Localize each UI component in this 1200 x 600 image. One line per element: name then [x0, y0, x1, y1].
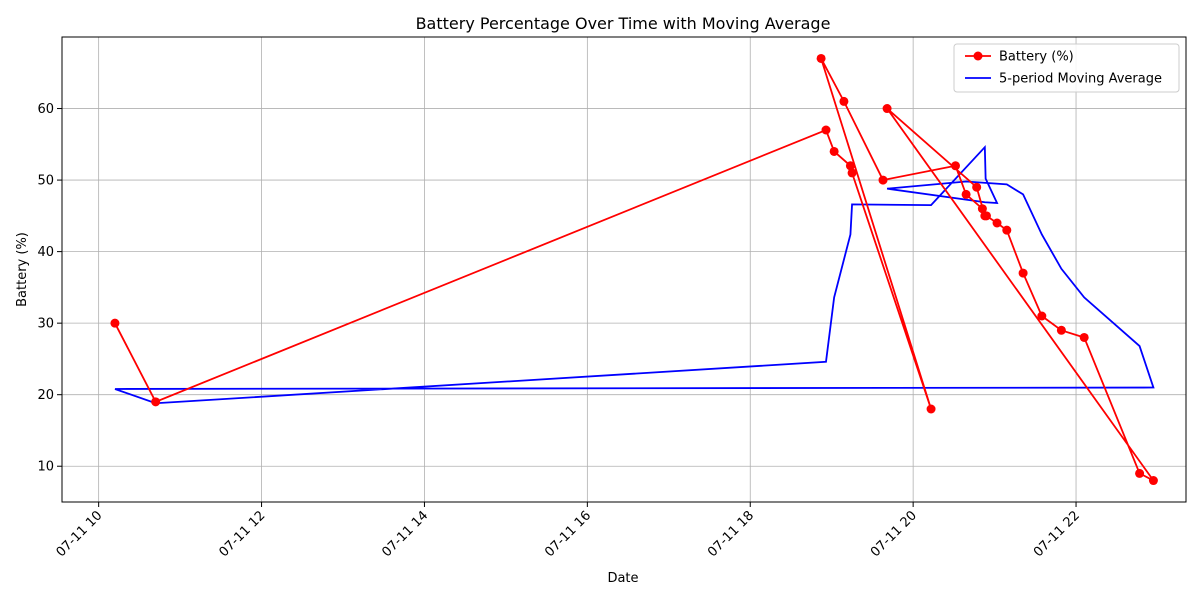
- y-tick-label: 50: [37, 174, 54, 189]
- battery-point: [1002, 225, 1012, 235]
- legend-battery-label: Battery (%): [999, 50, 1074, 65]
- battery-point: [972, 182, 982, 192]
- y-tick-label: 60: [37, 102, 54, 117]
- battery-point: [926, 404, 936, 414]
- chart-title: Battery Percentage Over Time with Moving…: [416, 14, 831, 33]
- battery-point: [992, 218, 1002, 228]
- battery-point: [816, 53, 826, 63]
- battery-point: [839, 96, 849, 106]
- battery-point: [1018, 268, 1028, 278]
- axes-frame: [61, 36, 1187, 503]
- battery-point: [1056, 325, 1066, 335]
- battery-point: [1037, 311, 1047, 321]
- battery-point: [1148, 476, 1158, 486]
- battery-point: [961, 189, 971, 199]
- battery-point: [950, 161, 960, 171]
- grid: [62, 37, 1186, 502]
- battery-point: [882, 104, 892, 114]
- battery-point: [980, 211, 990, 221]
- battery-point: [977, 204, 987, 214]
- legend-box: [953, 43, 1180, 93]
- y-tick-label: 30: [37, 317, 54, 332]
- battery-point: [821, 125, 831, 135]
- legend-ma-label: 5-period Moving Average: [999, 72, 1162, 87]
- battery-point: [845, 161, 855, 171]
- battery-point: [1135, 468, 1145, 478]
- plot-area: [110, 53, 1158, 486]
- battery-point: [151, 397, 161, 407]
- y-axis-label: Battery (%): [15, 232, 30, 307]
- y-tick-label: 40: [37, 245, 54, 260]
- battery-point: [1079, 332, 1089, 342]
- moving-average-line: [114, 144, 1155, 405]
- battery-point: [110, 318, 120, 328]
- legend: Battery (%) 5-period Moving Average: [953, 43, 1180, 93]
- x-axis-label: Date: [607, 571, 638, 586]
- y-tick-label: 10: [37, 460, 54, 475]
- legend-battery-marker: [973, 51, 983, 61]
- y-axis-ticks: 10 20 30 40 50 60: [37, 102, 62, 475]
- battery-point: [829, 146, 839, 156]
- battery-points: [110, 53, 1158, 486]
- y-tick-label: 20: [37, 388, 54, 403]
- battery-point: [847, 168, 857, 178]
- battery-point: [878, 175, 888, 185]
